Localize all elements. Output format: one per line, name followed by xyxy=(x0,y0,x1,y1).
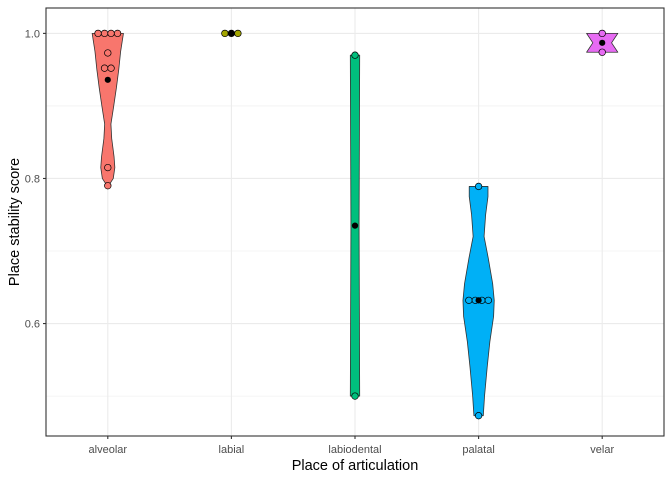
x-tick-label: labial xyxy=(219,444,245,456)
data-points xyxy=(94,29,606,420)
data-point-alveolar xyxy=(113,29,122,38)
y-tick-label: 0.8 xyxy=(25,173,40,185)
data-point-alveolar xyxy=(100,64,109,72)
violin-alveolar xyxy=(91,32,124,187)
x-tick-label: labiodental xyxy=(328,444,381,456)
mean-points xyxy=(104,30,606,304)
y-axis-title: Place stability score xyxy=(7,158,23,286)
data-point-alveolar xyxy=(94,29,102,38)
data-point-palatal xyxy=(474,412,483,420)
data-point-palatal xyxy=(474,182,483,191)
data-point-alveolar xyxy=(104,182,112,190)
data-point-labiodental xyxy=(351,392,359,400)
data-point-labiodental xyxy=(351,51,359,59)
x-axis-ticks: alveolar labial labiodental palatal velar xyxy=(89,436,614,456)
data-point-palatal xyxy=(484,296,493,304)
data-point-alveolar xyxy=(107,29,115,38)
mean-point-labiodental xyxy=(351,222,359,229)
y-tick-label: 1.0 xyxy=(25,28,40,40)
data-point-labial xyxy=(234,29,242,38)
mean-point-palatal xyxy=(475,297,482,304)
y-tick-label: 0.6 xyxy=(25,319,40,331)
data-point-alveolar xyxy=(107,64,115,72)
data-point-palatal xyxy=(465,296,473,304)
data-point-alveolar xyxy=(104,163,112,172)
x-axis-title: Place of articulation xyxy=(292,458,419,474)
data-point-labial xyxy=(221,29,229,38)
y-axis-ticks: 0.6 0.8 1.0 xyxy=(25,28,46,331)
data-point-velar xyxy=(598,29,606,38)
x-tick-label: alveolar xyxy=(89,444,128,456)
x-tick-label: palatal xyxy=(462,444,494,456)
mean-point-labial xyxy=(228,30,235,37)
data-point-velar xyxy=(598,48,606,56)
data-point-alveolar xyxy=(100,29,109,38)
x-tick-label: velar xyxy=(590,444,614,456)
mean-point-alveolar xyxy=(104,76,111,83)
mean-point-velar xyxy=(599,39,606,46)
data-point-alveolar xyxy=(104,49,112,57)
